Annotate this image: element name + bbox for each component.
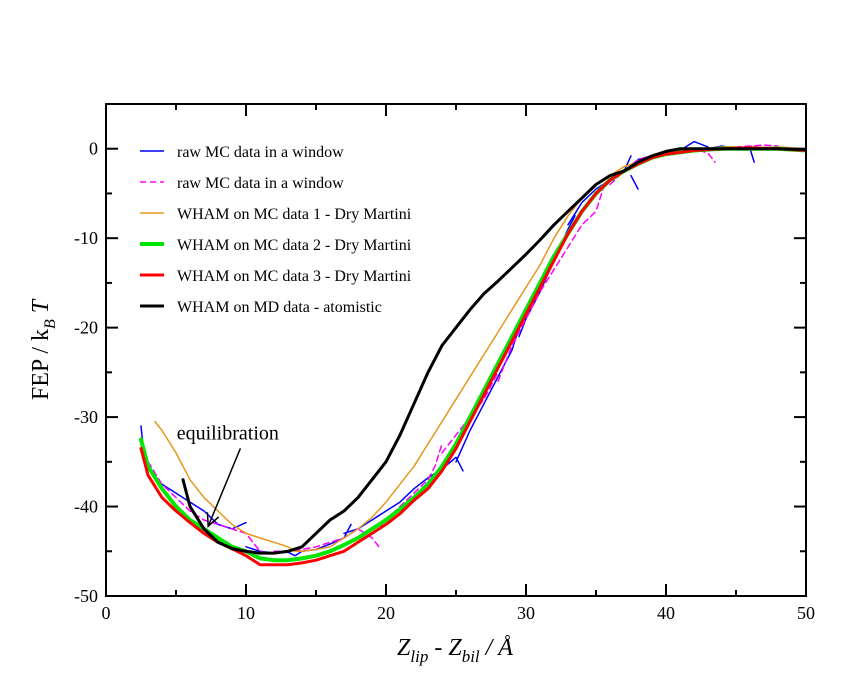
x-axis-title: Zlip - Zbil / Å (397, 635, 513, 666)
x-tick-label: 50 (797, 603, 815, 623)
x-tick-label: 0 (102, 603, 111, 623)
plot-area (105, 103, 807, 597)
annotation: equilibration (177, 422, 279, 528)
y-tick-label: -20 (74, 318, 98, 338)
y-axis-title: FEP / kB T (28, 298, 59, 400)
legend-label-3: WHAM on MC data 1 - Dry Martini (177, 206, 412, 223)
x-tick-label: 30 (517, 603, 535, 623)
legend-label-6: WHAM on MD data - atomistic (177, 299, 382, 316)
axis-ticks: 0 10 20 30 40 50 0 -10 -20 -30 -40 -50 (74, 104, 815, 623)
y-tick-label: -10 (74, 228, 98, 248)
series-line-6-segment-1 (181, 147, 806, 555)
x-tick-label: 10 (237, 603, 255, 623)
annotation-text: equilibration (177, 422, 279, 444)
x-tick-label: 40 (657, 603, 675, 623)
y-tick-label: -30 (74, 407, 98, 427)
series-line-1-segment-3 (343, 456, 464, 535)
legend-label-5: WHAM on MC data 3 - Dry Martini (177, 268, 412, 285)
legend-label-1: raw MC data in a window (177, 144, 344, 161)
legend-label-4: WHAM on MC data 2 - Dry Martini (177, 237, 412, 254)
annotation-arrow (207, 448, 242, 527)
legend: raw MC data in a window raw MC data in a … (140, 144, 412, 316)
series-line-1-segment-4 (455, 326, 520, 463)
x-tick-label: 20 (377, 603, 395, 623)
annotation-arrowhead (206, 512, 220, 528)
series-line-2-segment-5 (497, 188, 604, 383)
y-tick-label: 0 (89, 139, 98, 159)
y-tick-label: -50 (74, 586, 98, 606)
series-line-1-segment-7 (630, 174, 639, 190)
legend-label-2: raw MC data in a window (177, 175, 344, 192)
y-tick-label: -40 (74, 497, 98, 517)
series-line-2-segment-1 (147, 461, 275, 555)
